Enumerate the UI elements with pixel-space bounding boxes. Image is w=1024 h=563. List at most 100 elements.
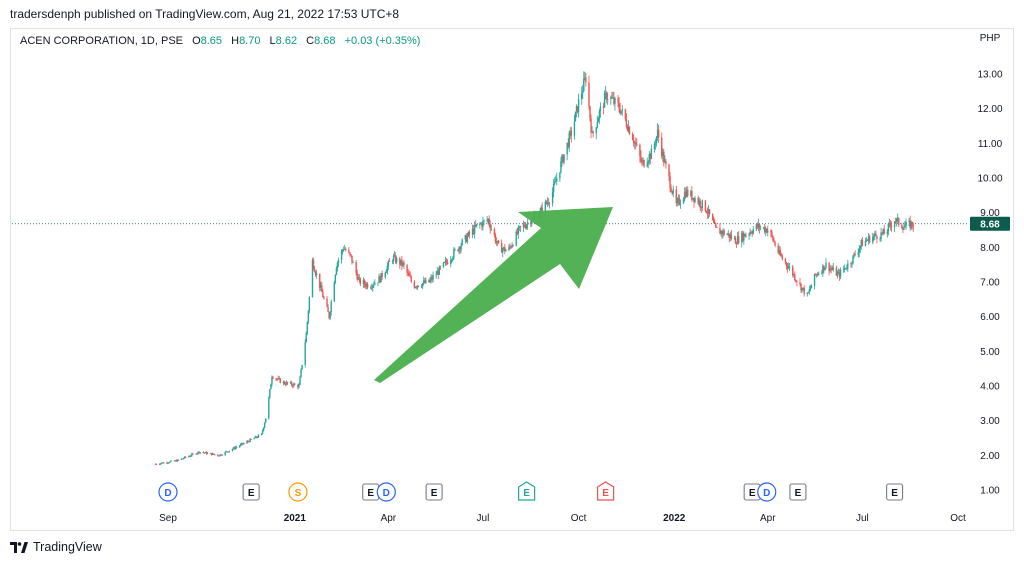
candle-body — [372, 285, 374, 288]
candle-body — [497, 240, 500, 244]
candle-body — [672, 189, 674, 194]
candle-body — [545, 201, 548, 204]
candle-body — [835, 267, 838, 276]
candle-body — [588, 82, 590, 107]
candle-body — [736, 235, 739, 244]
high-value: 8.70 — [239, 35, 261, 47]
candle-body — [279, 378, 281, 383]
candle-body — [745, 235, 747, 237]
candle-body — [301, 364, 303, 370]
y-tick-label: 3.00 — [980, 416, 1000, 427]
candle-body — [505, 250, 507, 252]
candle-body — [261, 430, 264, 434]
candle-body — [531, 221, 533, 225]
candle-body — [832, 267, 834, 270]
earnings-event-marker[interactable]: E — [789, 483, 807, 501]
candle-body — [322, 291, 324, 298]
candle-body — [566, 142, 568, 155]
candle-body — [611, 97, 613, 99]
candle-body — [762, 227, 765, 229]
candle-body — [289, 382, 292, 384]
close-value: 8.68 — [314, 35, 336, 47]
candle-body — [837, 272, 840, 274]
candle-body — [453, 249, 455, 258]
candle-body — [831, 269, 833, 270]
candle-body — [792, 266, 794, 276]
dividend-event-marker[interactable]: D — [158, 482, 178, 502]
candle-body — [874, 233, 876, 236]
candle-body — [170, 460, 172, 462]
dividend-event-marker[interactable]: D — [757, 482, 777, 502]
candle-body — [699, 200, 701, 207]
candle-body — [910, 221, 912, 229]
candle-body — [641, 161, 643, 163]
x-tick-label: Sep — [159, 513, 177, 524]
earnings-green-event-marker[interactable]: E — [518, 481, 536, 501]
candle-body — [364, 284, 367, 287]
candle-body — [182, 458, 185, 460]
candle-body — [168, 462, 170, 464]
earnings-event-marker[interactable]: E — [242, 483, 260, 501]
candle-body — [461, 239, 463, 246]
trend-arrow — [374, 207, 613, 383]
candle-body — [356, 272, 358, 280]
candle-body — [452, 257, 454, 260]
candle-body — [413, 281, 416, 288]
candle-body — [224, 451, 226, 455]
candle-body — [198, 451, 200, 453]
candle-body — [403, 262, 405, 266]
candle-body — [500, 243, 503, 253]
candle-body — [431, 277, 433, 280]
candle-body — [909, 220, 911, 229]
tradingview-logo[interactable]: TradingView — [10, 540, 102, 554]
candle-body — [590, 118, 592, 133]
candle-body — [297, 384, 299, 388]
candle-body — [723, 230, 725, 235]
candle-body — [750, 232, 752, 234]
split-event-marker[interactable]: S — [288, 482, 308, 502]
candle-body — [300, 369, 302, 377]
candle-body — [584, 77, 586, 79]
candle-body — [385, 271, 387, 273]
candle-body — [636, 144, 638, 146]
candle-body — [435, 274, 437, 276]
candle-body — [429, 279, 431, 283]
candle-body — [648, 154, 650, 162]
candle-body — [414, 286, 417, 288]
candle-body — [508, 246, 510, 251]
candle-body — [517, 227, 520, 234]
candle-body — [299, 376, 301, 385]
candle-body — [388, 261, 391, 262]
candle-body — [700, 206, 702, 209]
candle-body — [646, 163, 648, 167]
earnings-event-marker[interactable]: E — [362, 483, 380, 501]
candle-body — [454, 249, 456, 251]
candle-body — [735, 243, 738, 245]
candle-body — [349, 252, 351, 255]
currency-label: PHP — [980, 33, 1001, 44]
candle-body — [802, 287, 804, 289]
dividend-event-marker[interactable]: D — [376, 482, 396, 502]
candle-body — [493, 228, 496, 236]
candle-body — [879, 238, 881, 240]
earnings-event-marker[interactable]: E — [425, 483, 443, 501]
candle-body — [643, 160, 645, 167]
candle-body — [692, 197, 694, 200]
candle-body — [548, 203, 551, 205]
candle-body — [155, 464, 158, 465]
candle-body — [283, 381, 286, 384]
candle-body — [575, 106, 578, 112]
candle-body — [668, 164, 670, 177]
earnings-event-marker[interactable]: E — [886, 483, 904, 501]
candle-body — [328, 312, 330, 319]
y-tick-label: 1.00 — [980, 486, 1000, 497]
candle-body — [894, 221, 897, 223]
candle-body — [697, 197, 699, 204]
candle-body — [581, 93, 583, 100]
candle-body — [167, 462, 169, 464]
earnings-red-event-marker[interactable]: E — [597, 481, 615, 501]
candle-body — [350, 254, 352, 256]
candle-body — [794, 274, 796, 280]
